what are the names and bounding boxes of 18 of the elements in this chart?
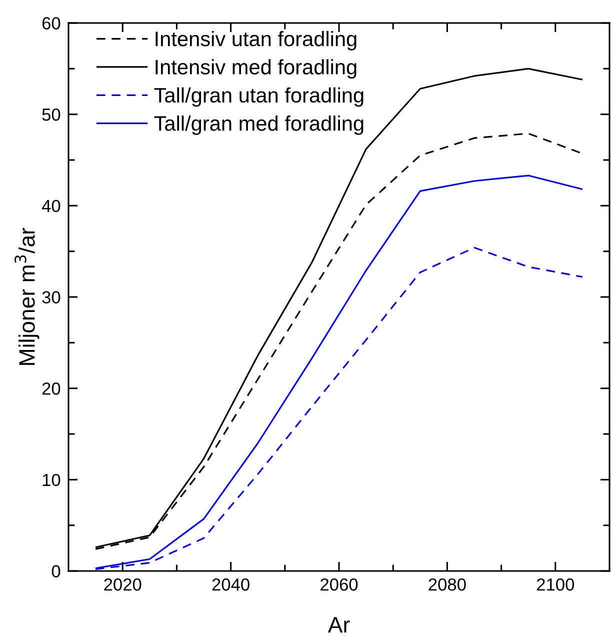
y-tick-label: 0 bbox=[52, 565, 60, 578]
legend-label: Intensiv utan foradling bbox=[156, 31, 356, 50]
x-axis-title: Ar bbox=[328, 617, 350, 632]
x-tick-label: 2040 bbox=[212, 578, 250, 591]
legend-label: Intensiv med foradling bbox=[156, 59, 356, 79]
legend-label: Tall/gran med foradling bbox=[154, 116, 364, 135]
x-tick-label: 2100 bbox=[536, 578, 574, 591]
x-tick-label: 2080 bbox=[428, 578, 466, 591]
y-tick-label: 40 bbox=[42, 200, 60, 212]
y-tick-label: 10 bbox=[42, 474, 60, 486]
x-tick-label: 2020 bbox=[104, 578, 142, 591]
y-tick-label: 20 bbox=[42, 382, 60, 395]
y-axis-title: Miljoner m$^{3}$/ar bbox=[14, 228, 40, 365]
y-tick-label: 30 bbox=[42, 291, 60, 304]
legend-label: Tall/gran utan foradling bbox=[154, 87, 364, 107]
x-tick-label: 2060 bbox=[320, 578, 358, 591]
y-tick-label: 50 bbox=[42, 108, 60, 121]
y-tick-label: 60 bbox=[42, 17, 60, 30]
